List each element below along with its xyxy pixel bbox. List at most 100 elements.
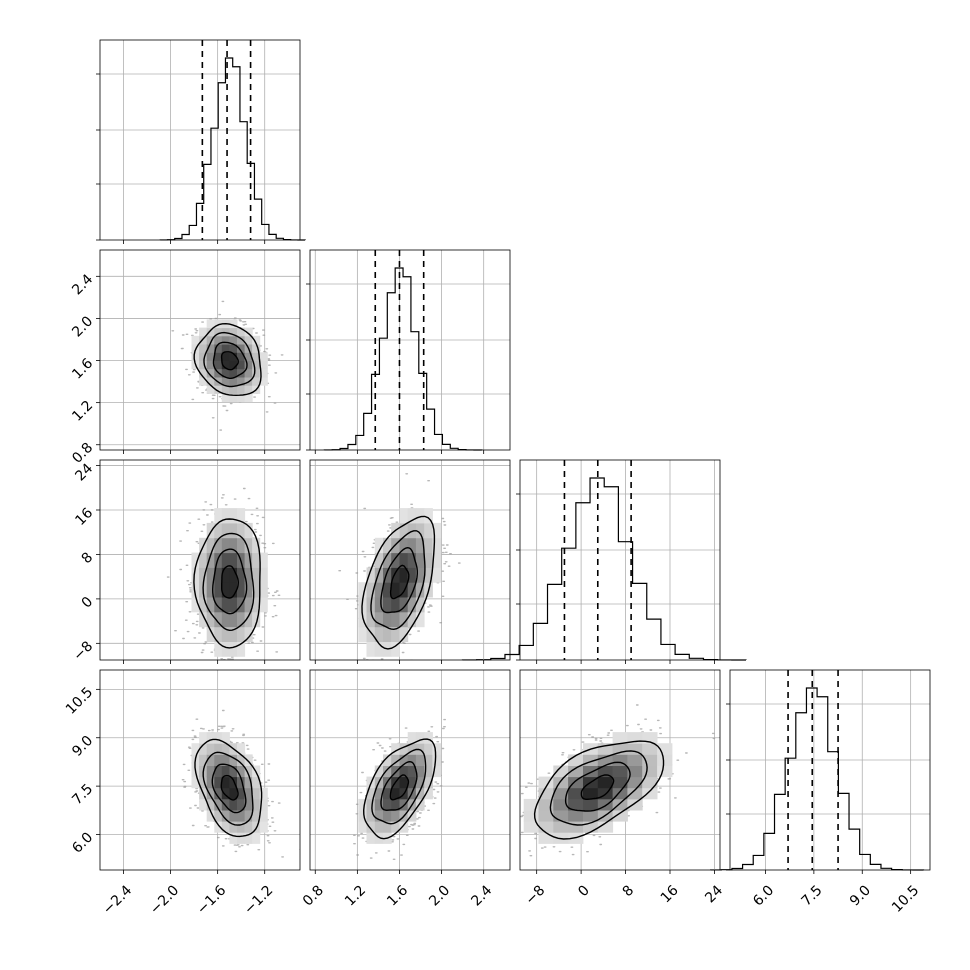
- contour-line: [549, 750, 648, 826]
- density-cell: [214, 319, 223, 329]
- density-cell: [259, 798, 268, 811]
- density-cell: [366, 798, 376, 811]
- pair-panel-3-2: [519, 669, 721, 874]
- density-cell: [366, 821, 376, 833]
- y-tick-label: −8: [70, 638, 96, 664]
- density-cell: [374, 798, 384, 811]
- density-cell: [244, 567, 253, 583]
- density-cell: [244, 582, 253, 598]
- density-cell: [358, 626, 367, 642]
- density-cell: [597, 821, 614, 833]
- density-cell: [252, 552, 261, 568]
- density-cell: [553, 776, 569, 789]
- density-cell: [415, 597, 425, 613]
- pair-panel-3-1: [309, 669, 511, 874]
- density-cell: [538, 821, 554, 833]
- density-cell: [627, 732, 643, 744]
- pair-panel-content: [310, 460, 510, 660]
- density-cell: [221, 582, 230, 598]
- density-cell: [374, 810, 384, 822]
- density-cell: [407, 582, 417, 598]
- density-cell: [244, 787, 253, 800]
- x-tick-label: 0.8: [300, 882, 327, 909]
- density-cell: [206, 385, 215, 394]
- density-cell: [407, 567, 417, 583]
- density-cell: [399, 508, 409, 524]
- density-cell: [627, 798, 643, 811]
- density-cell: [597, 776, 614, 789]
- density-cell: [237, 508, 246, 524]
- density-cell: [229, 335, 238, 345]
- contour-line: [361, 515, 436, 650]
- density-cell: [206, 582, 215, 598]
- x-tick-label: 2.0: [426, 882, 453, 909]
- density-cell: [358, 810, 367, 822]
- density-cell: [237, 821, 246, 833]
- density-cell: [237, 537, 246, 554]
- density-cell: [399, 776, 409, 789]
- panel-frame: [309, 249, 511, 451]
- density-cell: [237, 327, 246, 337]
- density-cell: [383, 821, 392, 833]
- density-cell: [237, 335, 246, 345]
- density-cell: [229, 567, 238, 583]
- density-cell: [221, 368, 230, 378]
- density-cell: [191, 567, 200, 583]
- y-tick-label: 24: [72, 460, 96, 484]
- contour-line: [221, 565, 240, 599]
- pair-panel-2-0: [96, 459, 301, 664]
- density-cell: [642, 754, 658, 766]
- density-cell: [259, 377, 268, 386]
- y-tick-label: 2.4: [69, 271, 96, 298]
- density-cell: [206, 732, 215, 744]
- density-cell: [229, 344, 238, 353]
- density-cell: [583, 754, 599, 766]
- density-cell: [214, 344, 223, 353]
- contour-line: [212, 341, 248, 379]
- panel-frame: [309, 459, 511, 661]
- density-cell: [229, 552, 238, 568]
- density-cell: [366, 626, 376, 642]
- density-cell: [206, 567, 215, 583]
- contour-line: [564, 761, 631, 812]
- density-cell: [244, 810, 253, 822]
- panel-frame: [99, 39, 301, 241]
- density-cell: [214, 798, 223, 811]
- density-cell: [259, 552, 268, 568]
- diag-panel-3: [710, 669, 931, 874]
- density-cell: [252, 537, 261, 554]
- density-cell: [244, 832, 253, 844]
- density-cell: [252, 832, 261, 844]
- density-cell: [199, 352, 208, 361]
- density-cell: [538, 798, 554, 811]
- density-cell: [407, 743, 417, 755]
- density-cell: [612, 776, 628, 789]
- density-cell: [399, 821, 409, 833]
- density-cell: [374, 821, 384, 833]
- density-cell: [391, 787, 400, 800]
- density-cell: [191, 743, 200, 755]
- density-cell: [627, 765, 643, 778]
- density-cell: [237, 765, 246, 778]
- density-cell: [612, 810, 628, 822]
- density-cell: [237, 522, 246, 539]
- density-cell: [627, 743, 643, 755]
- density-cell: [206, 522, 215, 539]
- contour-line: [389, 564, 410, 600]
- density-cell: [206, 611, 215, 628]
- density-cell: [229, 626, 238, 642]
- density-cell: [424, 537, 433, 554]
- density-cell: [553, 787, 569, 800]
- density-cell: [358, 582, 367, 598]
- density-cell: [415, 732, 425, 744]
- density-cell: [407, 508, 417, 524]
- contour-line: [193, 518, 261, 649]
- density-cell: [229, 360, 238, 370]
- density-cell: [221, 537, 230, 554]
- diag-panel-2: [461, 459, 747, 664]
- density-cell: [407, 537, 417, 554]
- density-cell: [237, 567, 246, 583]
- density-cell: [383, 567, 392, 583]
- density-cell: [229, 385, 238, 394]
- density-cell: [252, 344, 261, 353]
